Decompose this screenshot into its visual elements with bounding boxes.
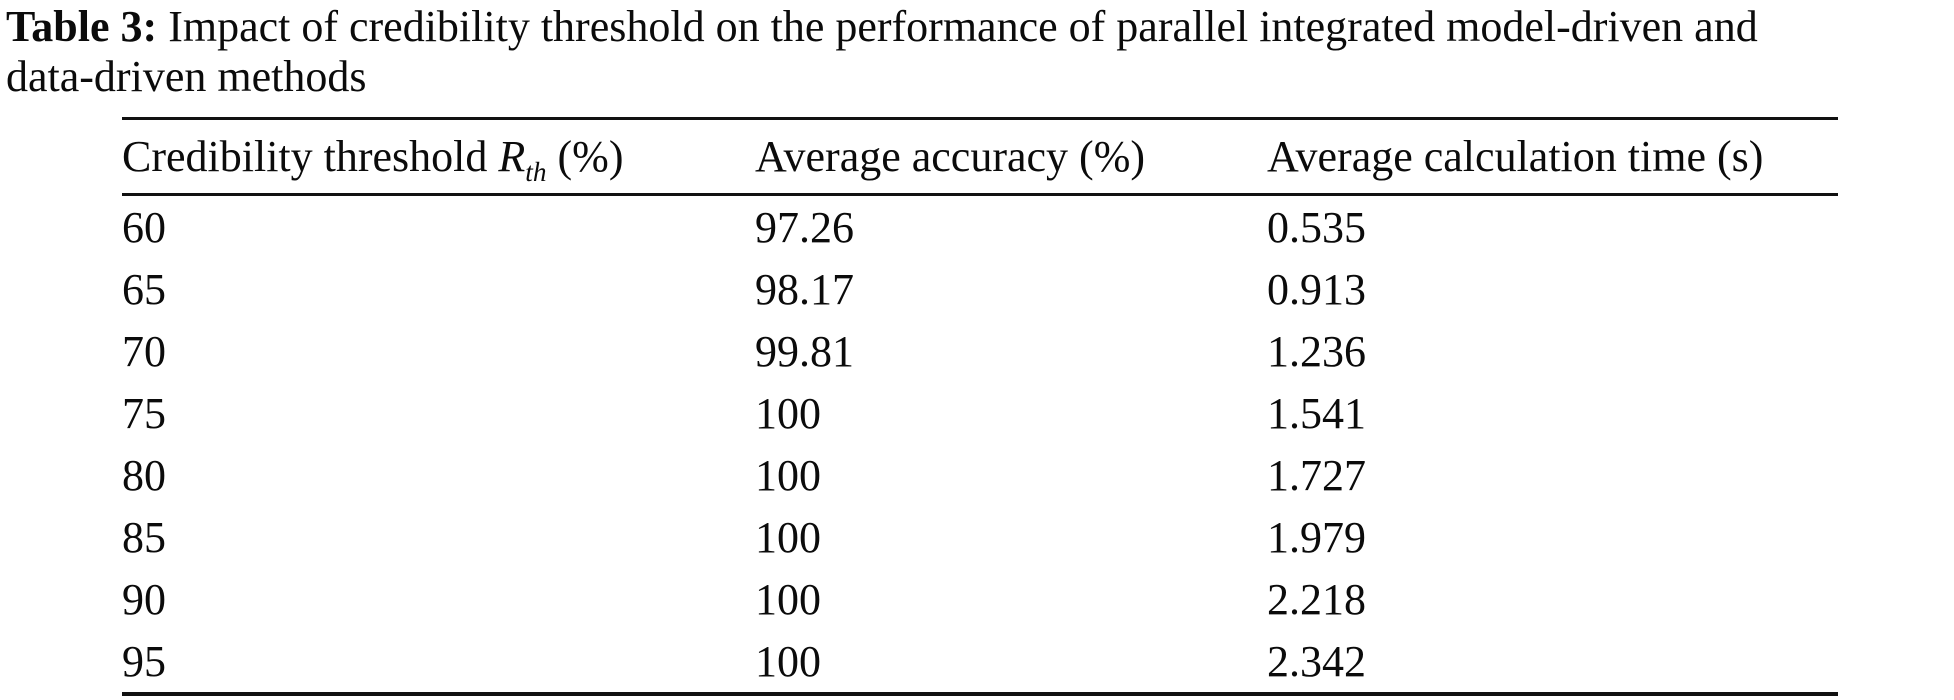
cell-accuracy: 97.26 [755, 202, 854, 252]
cell-accuracy: 100 [755, 388, 821, 438]
header-average-accuracy: Average accuracy (%) [755, 132, 1146, 181]
header-col1-post: (%) [546, 132, 624, 181]
table-caption-line1: Table 3: Impact of credibility threshold… [6, 2, 1950, 52]
header-col1-symbol: R [498, 132, 526, 181]
cell-time: 0.535 [1267, 202, 1366, 252]
results-table-header: Credibility threshold Rth (%) Average ac… [122, 118, 1838, 195]
results-table: Credibility threshold Rth (%) Average ac… [122, 117, 1838, 696]
cell-time: 1.727 [1267, 450, 1366, 500]
cell-time: 1.541 [1267, 388, 1366, 438]
cell-time: 2.342 [1267, 636, 1366, 686]
table-row: 65 98.17 0.913 [122, 258, 1838, 320]
cell-accuracy: 100 [755, 512, 821, 562]
cell-time: 1.236 [1267, 326, 1366, 376]
cell-accuracy: 99.81 [755, 326, 854, 376]
cell-accuracy: 100 [755, 636, 821, 686]
cell-threshold: 85 [122, 512, 166, 562]
cell-time: 0.913 [1267, 264, 1366, 314]
cell-threshold: 80 [122, 450, 166, 500]
table-row: 70 99.81 1.236 [122, 320, 1838, 382]
table-row: 85 100 1.979 [122, 506, 1838, 568]
header-average-calculation-time: Average calculation time (s) [1267, 132, 1764, 181]
table-caption-label: Table 3: [6, 2, 158, 51]
cell-threshold: 75 [122, 388, 166, 438]
table-row: 75 100 1.541 [122, 382, 1838, 444]
cell-threshold: 70 [122, 326, 166, 376]
header-row: Credibility threshold Rth (%) Average ac… [122, 118, 1838, 195]
cell-threshold: 95 [122, 636, 166, 686]
table-caption-line2: data-driven methods [6, 52, 367, 101]
table-row: 90 100 2.218 [122, 568, 1838, 630]
table-row: 80 100 1.727 [122, 444, 1838, 506]
cell-threshold: 90 [122, 574, 166, 624]
header-col1-pre: Credibility threshold [122, 132, 499, 181]
cell-time: 2.218 [1267, 574, 1366, 624]
header-credibility-threshold: Credibility threshold Rth (%) [122, 119, 755, 195]
cell-accuracy: 100 [755, 450, 821, 500]
table-row: 60 97.26 0.535 [122, 195, 1838, 259]
cell-threshold: 65 [122, 264, 166, 314]
table-caption: Table 3: Impact of credibility threshold… [6, 2, 1950, 102]
table-row: 95 100 2.342 [122, 630, 1838, 694]
header-col1-subscript: th [525, 156, 547, 187]
cell-threshold: 60 [122, 202, 166, 252]
cell-accuracy: 98.17 [755, 264, 854, 314]
cell-accuracy: 100 [755, 574, 821, 624]
cell-time: 1.979 [1267, 512, 1366, 562]
table-caption-text: Impact of credibility threshold on the p… [157, 2, 1758, 51]
results-table-body: 60 97.26 0.535 65 98.17 0.913 70 99.81 1… [122, 195, 1838, 694]
